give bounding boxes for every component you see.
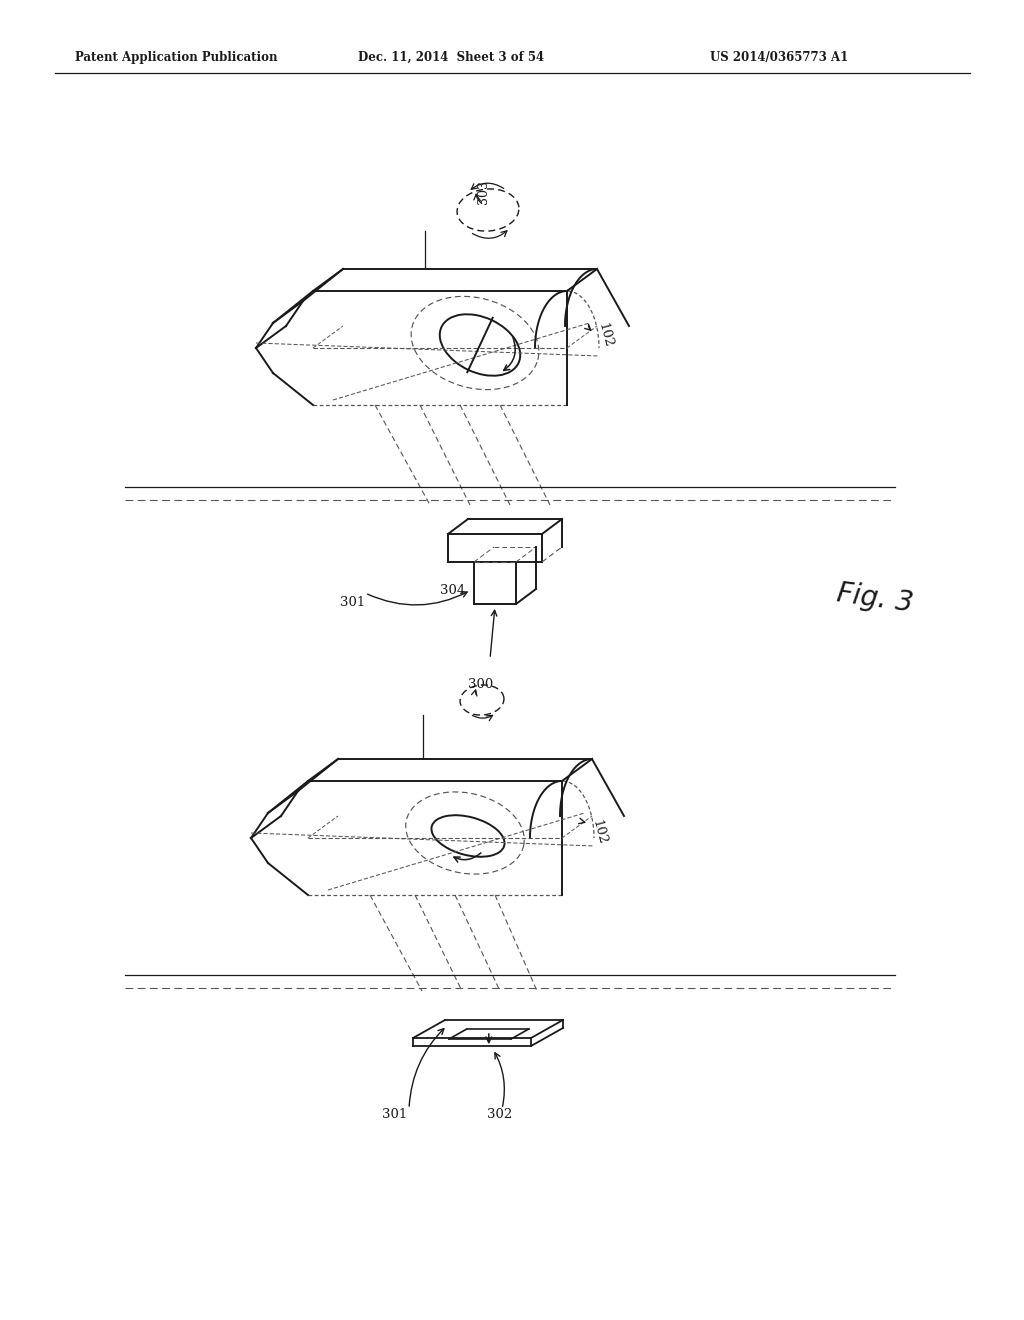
Text: 300: 300 xyxy=(468,678,494,692)
Text: 102: 102 xyxy=(590,818,609,846)
Text: 102: 102 xyxy=(596,321,615,348)
Text: 303: 303 xyxy=(477,180,490,205)
Text: Dec. 11, 2014  Sheet 3 of 54: Dec. 11, 2014 Sheet 3 of 54 xyxy=(358,50,544,63)
Text: 302: 302 xyxy=(487,1109,512,1122)
Text: 304: 304 xyxy=(440,585,465,598)
Text: US 2014/0365773 A1: US 2014/0365773 A1 xyxy=(710,50,848,63)
Text: Patent Application Publication: Patent Application Publication xyxy=(75,50,278,63)
Text: 301: 301 xyxy=(382,1109,408,1122)
Text: 301: 301 xyxy=(340,597,366,610)
Text: Fig. 3: Fig. 3 xyxy=(835,578,914,618)
